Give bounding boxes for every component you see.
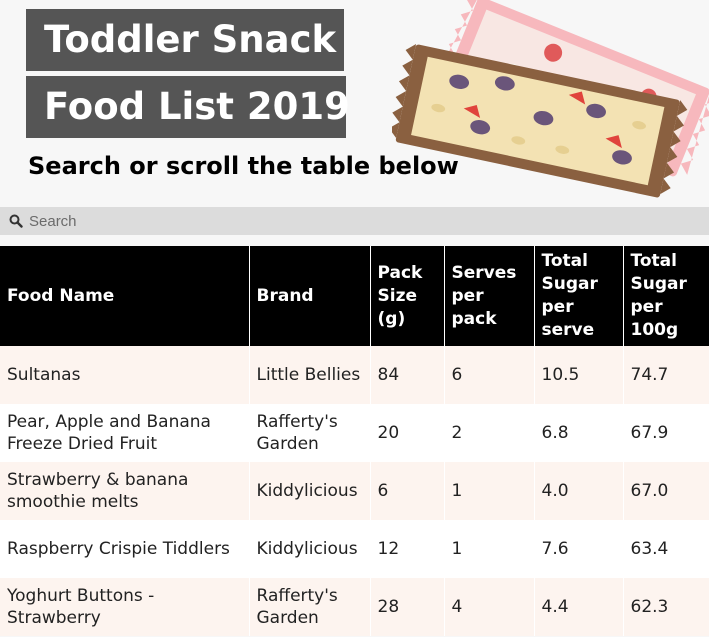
table-row: Sultanas Little Bellies 84 6 10.5 74.7	[0, 346, 709, 404]
cell-brand: Rafferty's Garden	[248, 578, 370, 636]
cell-pack-size: 28	[369, 578, 444, 636]
cell-pack-size: 20	[369, 404, 444, 462]
cell-serves-per-pack: 6	[443, 346, 534, 404]
column-header-serves-per-pack[interactable]: Serves per pack	[443, 246, 534, 346]
snack-table: Food Name Brand Pack Size (g) Serves per…	[0, 246, 709, 636]
page-subtitle: Search or scroll the table below	[28, 152, 459, 180]
page-title-line-2: Food List 2019	[26, 76, 350, 138]
cell-brand: Kiddylicious	[248, 520, 370, 578]
cell-brand: Little Bellies	[248, 346, 370, 404]
column-header-brand[interactable]: Brand	[248, 246, 370, 346]
cell-serves-per-pack: 4	[443, 578, 534, 636]
cell-sugar-per-serve: 7.6	[533, 520, 623, 578]
cell-brand: Kiddylicious	[248, 462, 370, 520]
cell-pack-size: 6	[369, 462, 444, 520]
cell-sugar-per-serve: 10.5	[533, 346, 623, 404]
cell-sugar-per-100g: 67.0	[622, 462, 709, 520]
column-header-sugar-per-serve[interactable]: Total Sugar per serve	[533, 246, 623, 346]
snack-bars-illustration	[392, 0, 709, 198]
cell-food-name: Sultanas	[0, 346, 249, 404]
cell-sugar-per-100g: 74.7	[622, 346, 709, 404]
cell-sugar-per-100g: 63.4	[622, 520, 709, 578]
table-row: Yoghurt Buttons - Strawberry Rafferty's …	[0, 578, 709, 636]
search-icon	[9, 214, 23, 228]
search-bar[interactable]	[0, 207, 709, 235]
cell-sugar-per-100g: 67.9	[622, 404, 709, 462]
table-row: Pear, Apple and Banana Freeze Dried Frui…	[0, 404, 709, 462]
cell-sugar-per-100g: 62.3	[622, 578, 709, 636]
page-title-line-1: Toddler Snack	[26, 9, 344, 71]
column-header-sugar-per-100g[interactable]: Total Sugar per 100g	[622, 246, 709, 346]
cell-sugar-per-serve: 4.0	[533, 462, 623, 520]
cell-pack-size: 84	[369, 346, 444, 404]
cell-sugar-per-serve: 6.8	[533, 404, 623, 462]
cell-pack-size: 12	[369, 520, 444, 578]
cell-food-name: Pear, Apple and Banana Freeze Dried Frui…	[0, 404, 249, 462]
cell-food-name: Strawberry & banana smoothie melts	[0, 462, 249, 520]
cell-serves-per-pack: 1	[443, 462, 534, 520]
search-input[interactable]	[29, 212, 679, 230]
cell-serves-per-pack: 1	[443, 520, 534, 578]
page-header: Toddler Snack Food List 2019 Search or s…	[0, 0, 709, 205]
cell-food-name: Yoghurt Buttons - Strawberry	[0, 578, 249, 636]
table-row: Strawberry & banana smoothie melts Kiddy…	[0, 462, 709, 520]
cell-sugar-per-serve: 4.4	[533, 578, 623, 636]
cell-food-name: Raspberry Crispie Tiddlers	[0, 520, 249, 578]
cell-brand: Rafferty's Garden	[248, 404, 370, 462]
cell-serves-per-pack: 2	[443, 404, 534, 462]
column-header-food-name[interactable]: Food Name	[0, 246, 249, 346]
column-header-pack-size[interactable]: Pack Size (g)	[369, 246, 444, 346]
table-header-row: Food Name Brand Pack Size (g) Serves per…	[0, 246, 709, 346]
table-row: Raspberry Crispie Tiddlers Kiddylicious …	[0, 520, 709, 578]
